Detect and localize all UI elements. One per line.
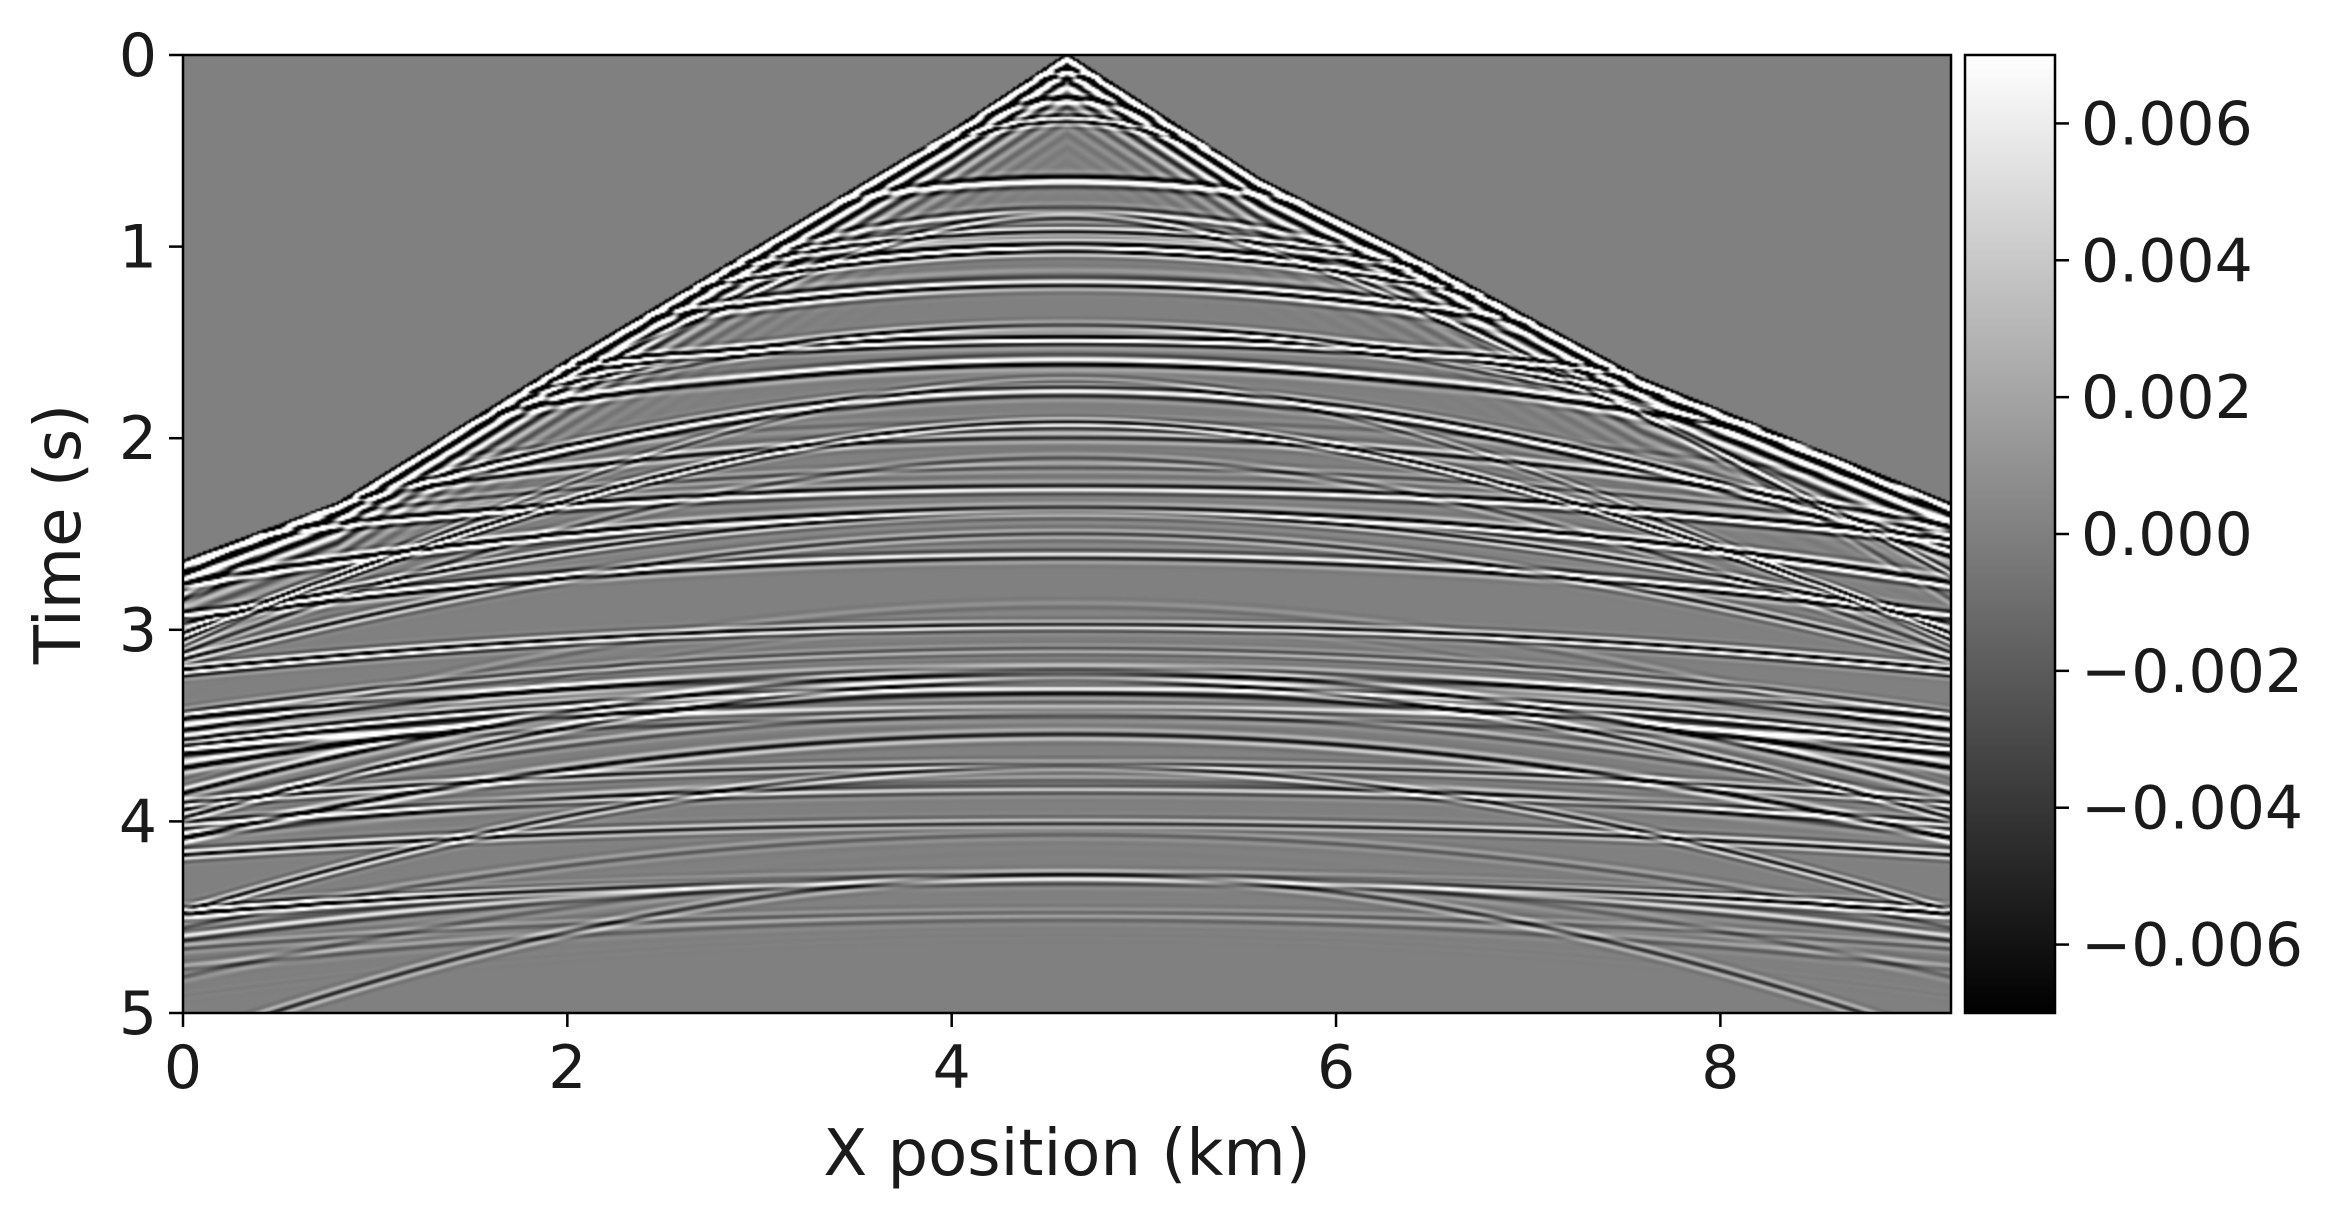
colorbar-tick-label: −0.004 (2081, 774, 2303, 844)
plot-area (181, 53, 1953, 1015)
y-axis-ticks: 0 1 2 3 4 5 (119, 21, 183, 1049)
x-tick-label: 4 (933, 1033, 971, 1103)
y-tick-label: 0 (119, 21, 157, 91)
x-axis-label: X position (km) (823, 1117, 1310, 1191)
x-tick-label: 0 (164, 1033, 202, 1103)
colorbar: 0.006 0.004 0.002 0.000 −0.002 −0.004 −0.006 (1963, 53, 2303, 1015)
colorbar-tick-label: 0.004 (2081, 226, 2253, 296)
x-tick-label: 8 (1701, 1033, 1739, 1103)
y-tick-label: 1 (119, 213, 157, 283)
x-tick-label: 2 (548, 1033, 586, 1103)
colorbar-tick-label: 0.000 (2081, 500, 2253, 570)
x-axis-ticks: 0 2 4 6 8 (164, 1013, 1739, 1103)
y-axis-label: Time (s) (22, 404, 96, 665)
x-tick-label: 6 (1317, 1033, 1355, 1103)
colorbar-gradient (1963, 53, 2057, 1015)
y-tick-label: 5 (119, 979, 157, 1049)
colorbar-tick-label: −0.002 (2081, 637, 2303, 707)
colorbar-tick-label: 0.002 (2081, 363, 2253, 433)
y-tick-label: 4 (119, 787, 157, 857)
y-tick-label: 3 (119, 596, 157, 666)
colorbar-tick-label: −0.006 (2081, 911, 2303, 981)
plot-frame (181, 53, 1953, 1015)
y-tick-label: 2 (119, 404, 157, 474)
colorbar-tick-label: 0.006 (2081, 89, 2253, 159)
seismic-heatmap (183, 55, 1951, 1013)
colorbar-ticks: 0.006 0.004 0.002 0.000 −0.002 −0.004 −0.006 (2055, 89, 2303, 981)
